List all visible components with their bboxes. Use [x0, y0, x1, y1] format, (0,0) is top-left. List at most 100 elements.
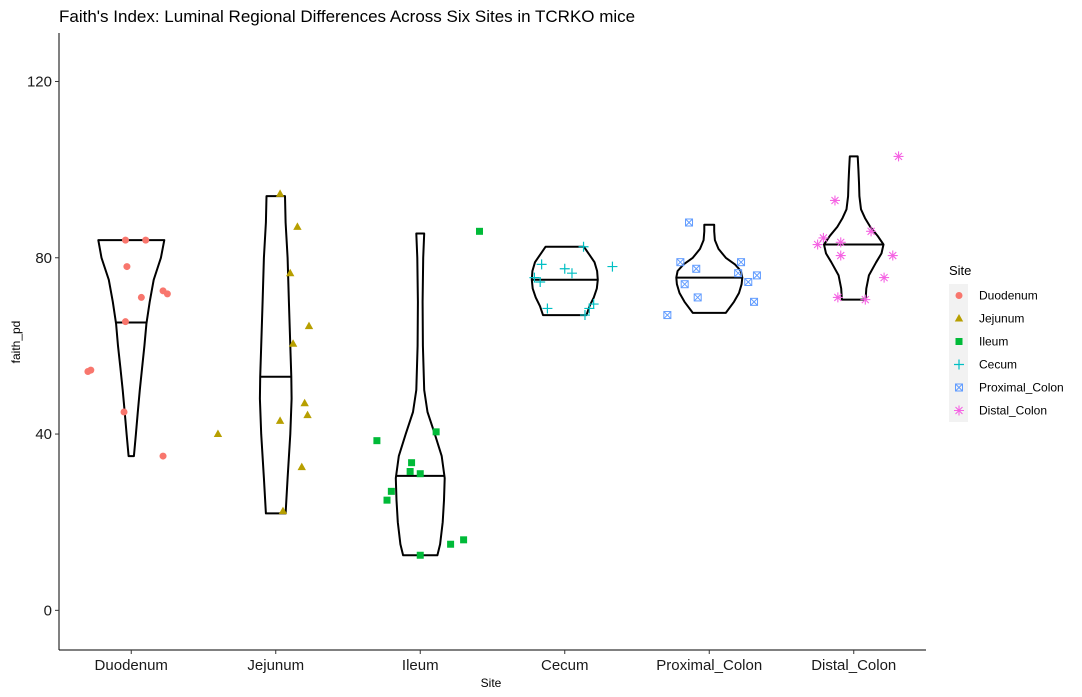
- data-point: [835, 237, 846, 248]
- data-point: [432, 428, 440, 436]
- data-point-mark: [860, 294, 871, 305]
- x-tick-label: Jejunum: [247, 657, 304, 674]
- data-point-mark: [584, 303, 595, 314]
- data-point-mark: [835, 250, 846, 261]
- data-point-mark: [286, 268, 295, 277]
- legend-item: Ileum: [955, 335, 1008, 349]
- data-point: [578, 241, 589, 252]
- legend-key-mark: [955, 383, 963, 392]
- violin-proximal-colon: [663, 218, 761, 320]
- data-point: [300, 398, 309, 407]
- data-point: [566, 268, 577, 279]
- data-point-mark: [578, 241, 589, 252]
- data-point: [676, 258, 685, 267]
- data-point: [879, 272, 890, 283]
- legend-key-cross: [955, 383, 963, 392]
- data-point: [893, 151, 904, 162]
- data-point: [607, 261, 618, 272]
- data-point-mark: [536, 259, 547, 270]
- data-point-cross: [676, 258, 685, 267]
- data-point-mark: [383, 496, 391, 504]
- data-point: [829, 195, 840, 206]
- legend-key: [954, 314, 964, 322]
- data-point: [692, 264, 701, 273]
- data-point: [383, 496, 391, 504]
- data-point: [416, 470, 424, 478]
- data-point: [475, 227, 483, 235]
- data-point: [529, 272, 540, 283]
- data-point-mark: [692, 264, 701, 273]
- data-point-mark: [835, 237, 846, 248]
- data-point-cross: [744, 278, 753, 286]
- data-point-mark: [737, 258, 746, 267]
- legend-key-mark: [954, 314, 964, 322]
- data-point: [835, 250, 846, 261]
- data-point-mark: [300, 398, 309, 407]
- data-point-mark: [137, 293, 145, 301]
- violin-outline: [675, 223, 744, 314]
- data-point-mark: [278, 506, 288, 515]
- x-tick-label: Cecum: [541, 657, 589, 674]
- data-point: [685, 218, 694, 227]
- data-point: [213, 429, 223, 438]
- data-point-mark: [123, 263, 131, 271]
- data-point: [297, 462, 306, 471]
- data-point-mark: [887, 250, 898, 261]
- data-point-mark: [121, 236, 129, 244]
- data-point-mark: [559, 263, 570, 274]
- legend: Duodenum Jejunum Ileum Cecum Proximal_Colon D…: [949, 284, 1064, 422]
- data-point: [584, 303, 595, 314]
- y-axis-title: faith_pd: [9, 321, 23, 364]
- data-point: [536, 259, 547, 270]
- data-point-mark: [535, 277, 546, 288]
- data-point: [121, 236, 129, 244]
- data-point-mark: [163, 290, 171, 298]
- y-tick-label: 80: [35, 250, 52, 267]
- data-point-mark: [213, 429, 223, 438]
- data-point-mark: [432, 428, 440, 436]
- data-point-cross: [680, 280, 689, 289]
- data-point: [579, 310, 590, 321]
- violin-jejunum: [213, 189, 314, 515]
- data-point: [121, 318, 129, 326]
- data-point-mark: [159, 452, 167, 460]
- data-point-mark: [303, 410, 312, 419]
- data-point: [887, 250, 898, 261]
- data-point-mark: [750, 297, 759, 306]
- legend-label: Ileum: [979, 335, 1008, 349]
- data-point: [693, 293, 702, 302]
- data-point-mark: [744, 278, 753, 287]
- legend-key: [955, 338, 963, 345]
- data-point: [818, 232, 829, 243]
- x-tick-label: Ileum: [402, 657, 439, 674]
- data-point-mark: [387, 487, 395, 495]
- legend-key-mark: [955, 292, 963, 299]
- data-point: [387, 487, 395, 495]
- data-point-mark: [416, 470, 424, 478]
- data-point-mark: [866, 226, 877, 237]
- x-tick-label: Proximal_Colon: [656, 657, 762, 674]
- data-point-mark: [304, 321, 314, 330]
- violin-ileum: [373, 227, 483, 559]
- data-point-mark: [832, 292, 843, 303]
- violin-outline: [394, 232, 446, 557]
- legend-key-background: [949, 284, 968, 422]
- x-axis-ticks: Duodenum Jejunum Ileum Cecum Proximal_Colon D…: [95, 650, 896, 674]
- violin-outline: [823, 155, 885, 301]
- data-point-mark: [829, 195, 840, 206]
- data-point: [680, 280, 689, 289]
- data-point: [163, 290, 171, 298]
- data-point-mark: [588, 299, 599, 310]
- data-point-mark: [734, 269, 743, 278]
- data-point: [293, 222, 302, 230]
- data-point: [120, 408, 128, 416]
- legend-key: [954, 359, 964, 370]
- data-point: [406, 468, 414, 476]
- data-point-mark: [752, 271, 761, 280]
- data-point: [278, 506, 288, 515]
- data-point-mark: [373, 437, 381, 445]
- data-point: [737, 258, 746, 267]
- data-point: [860, 294, 871, 305]
- data-point-cross: [750, 297, 758, 306]
- legend-key: [955, 292, 963, 299]
